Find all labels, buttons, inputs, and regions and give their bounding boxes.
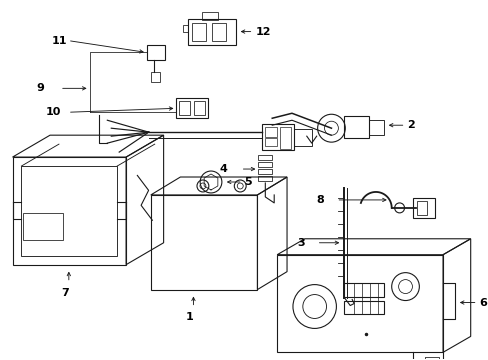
Text: 3: 3 <box>297 238 304 248</box>
Bar <box>146 45 164 60</box>
Text: 11: 11 <box>52 36 67 46</box>
Bar <box>183 24 188 32</box>
Bar <box>344 301 383 315</box>
Bar <box>265 127 277 137</box>
Bar <box>258 162 272 167</box>
Text: 1: 1 <box>185 312 193 323</box>
Text: 5: 5 <box>244 177 252 187</box>
Bar <box>13 157 126 265</box>
Bar <box>188 19 235 45</box>
Bar <box>23 213 63 240</box>
Bar <box>368 120 383 135</box>
Bar <box>179 101 190 115</box>
Bar <box>194 101 204 115</box>
Bar <box>344 116 368 138</box>
Text: 12: 12 <box>255 27 270 37</box>
Bar <box>344 283 383 297</box>
Bar <box>262 124 293 150</box>
Text: 9: 9 <box>36 84 44 93</box>
Bar <box>417 201 427 215</box>
Bar <box>150 72 160 82</box>
Bar <box>192 23 205 41</box>
Bar <box>212 23 225 41</box>
Text: 8: 8 <box>316 195 324 205</box>
Text: 10: 10 <box>46 107 61 117</box>
Bar <box>150 195 257 289</box>
Bar <box>176 98 207 118</box>
Bar <box>425 357 438 360</box>
Bar <box>293 129 311 146</box>
Bar <box>265 138 277 146</box>
Text: 6: 6 <box>479 297 487 307</box>
Bar <box>412 198 434 218</box>
Text: 4: 4 <box>220 164 227 174</box>
Bar <box>21 166 117 256</box>
Bar <box>258 155 272 160</box>
Bar <box>258 169 272 174</box>
Bar <box>277 255 442 352</box>
Text: 7: 7 <box>61 288 69 298</box>
Bar <box>258 176 272 181</box>
Text: 2: 2 <box>407 120 414 130</box>
Bar <box>202 12 218 20</box>
Bar <box>280 127 290 149</box>
